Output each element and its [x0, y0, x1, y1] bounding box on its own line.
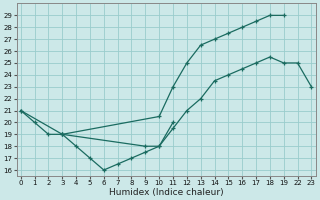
X-axis label: Humidex (Indice chaleur): Humidex (Indice chaleur) — [109, 188, 223, 197]
